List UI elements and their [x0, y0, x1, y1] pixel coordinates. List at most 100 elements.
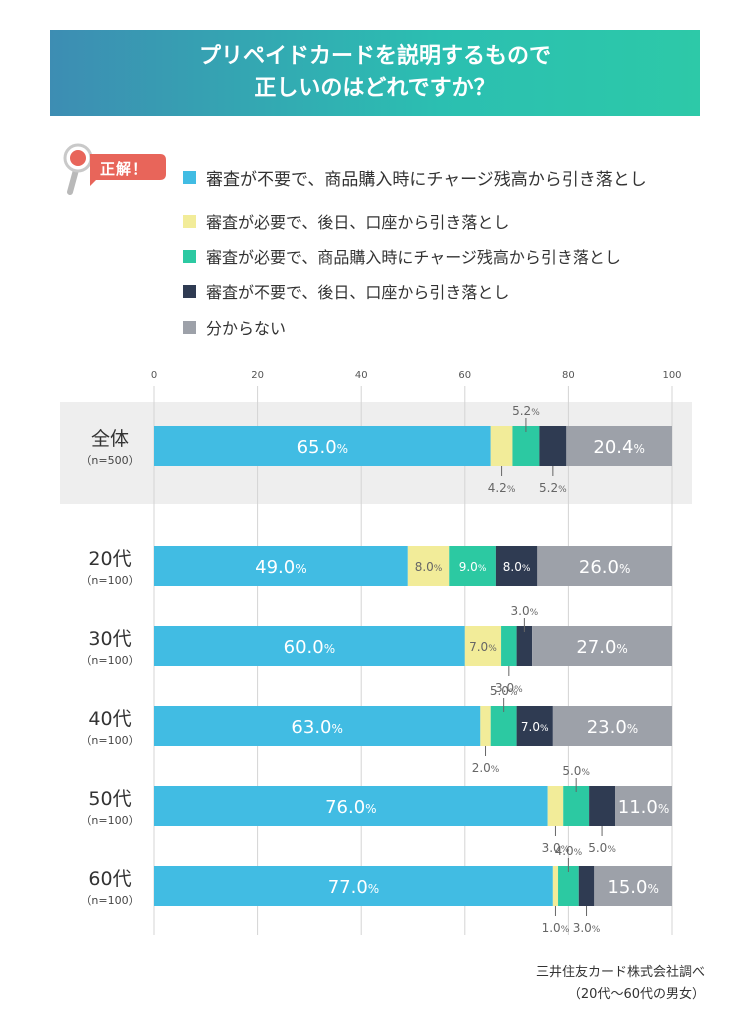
- bar-segment: [537, 546, 672, 586]
- legend-label-2: 審査が必要で、後日、口座から引き落とし: [206, 213, 510, 232]
- category-sublabel: （n=100）: [80, 574, 139, 587]
- category-sublabel: （n=100）: [80, 654, 139, 667]
- correct-answer-badge: 正解！: [60, 142, 170, 198]
- bar-segment: [154, 706, 481, 746]
- legend-label-3: 審査が必要で、商品購入時にチャージ残高から引き落とし: [206, 248, 621, 267]
- legend-label-1: 審査が不要で、商品購入時にチャージ残高から引き落とし: [206, 170, 647, 190]
- bar-segment: [552, 706, 672, 746]
- category-sublabel: （n=500）: [80, 454, 139, 467]
- category-sublabel: （n=100）: [80, 734, 139, 747]
- bar-segment: [501, 626, 517, 666]
- bar-segment: [512, 426, 540, 466]
- bar-segment: [480, 706, 491, 746]
- legend-swatch-1: [183, 171, 196, 184]
- bar-segment: [589, 786, 616, 826]
- source-line-2: （20代〜60代の男女）: [567, 987, 705, 1002]
- legend-swatch-4: [183, 284, 196, 298]
- legend-item-3: 審査が必要で、商品購入時にチャージ残高から引き落とし: [183, 244, 621, 268]
- data-label: 1.0%: [542, 921, 570, 935]
- category-label: 30代: [88, 628, 131, 650]
- source-note: 三井住友カード株式会社調べ （20代〜60代の男女）: [536, 962, 705, 1006]
- data-label: 3.0%: [573, 921, 601, 935]
- bar-segment: [154, 626, 465, 666]
- category-sublabel: （n=100）: [80, 814, 139, 827]
- data-label: 26.0%: [579, 557, 630, 578]
- category-label: 50代: [88, 788, 131, 810]
- badge-bubble: [90, 154, 166, 186]
- bar-segment: [558, 866, 579, 906]
- legend-item-1: 審査が不要で、商品購入時にチャージ残高から引き落とし: [183, 165, 647, 190]
- legend-swatch-5: [183, 320, 196, 334]
- category-label: 20代: [88, 548, 131, 570]
- data-label: 8.0%: [415, 560, 443, 574]
- data-label: 3.0%: [511, 604, 539, 618]
- category-sublabel: （n=100）: [80, 894, 139, 907]
- data-label: 3.0%: [542, 841, 570, 855]
- data-label: 11.0%: [618, 797, 669, 818]
- data-label: 8.0%: [503, 560, 531, 574]
- data-label: 5.0%: [490, 684, 518, 698]
- source-line-1: 三井住友カード株式会社調べ: [535, 965, 705, 980]
- stacked-bar-chart: 0 20 40 60 80 100 全体 （n=500） 65.0% 4.2% 5.2% 5.2% 20…: [60, 370, 692, 935]
- data-label: 4.2%: [488, 481, 516, 495]
- bar-segment: [552, 866, 559, 906]
- bar-segment: [464, 626, 502, 666]
- legend-swatch-2: [183, 214, 196, 228]
- bar-segment: [407, 546, 450, 586]
- data-label: 15.0%: [607, 877, 658, 898]
- x-tick-label: 80: [562, 370, 575, 381]
- x-tick-label: 60: [458, 370, 471, 381]
- x-tick-label: 0: [151, 370, 157, 381]
- legend-label-5: 分からない: [206, 319, 287, 338]
- magnifier-icon: [63, 143, 166, 195]
- bar-segment: [490, 426, 513, 466]
- data-label: 5.2%: [539, 481, 567, 495]
- data-label: 77.0%: [328, 877, 379, 898]
- bar-segment: [578, 866, 595, 906]
- data-label: 2.0%: [472, 761, 500, 775]
- bar-segment: [563, 786, 590, 826]
- category-label: 40代: [88, 708, 131, 730]
- data-label: 20.4%: [593, 437, 644, 458]
- bar-segment: [495, 546, 538, 586]
- data-label: 3.0%: [495, 681, 523, 695]
- data-label: 60.0%: [284, 637, 335, 658]
- bar-segment: [449, 546, 496, 586]
- bar-segment: [516, 706, 553, 746]
- data-label: 5.0%: [588, 841, 616, 855]
- bar-segment: [615, 786, 672, 826]
- data-label: 27.0%: [576, 637, 627, 658]
- bar-segment: [154, 866, 553, 906]
- bar-segment: [154, 426, 491, 466]
- legend-label-4: 審査が不要で、後日、口座から引き落とし: [206, 283, 510, 302]
- data-label: 76.0%: [325, 797, 376, 818]
- data-label: 23.0%: [587, 717, 638, 738]
- legend-swatch-3: [183, 249, 196, 263]
- data-label: 5.2%: [512, 404, 540, 418]
- bar-segment: [516, 626, 533, 666]
- legend-item-5: 分からない: [183, 315, 286, 339]
- legend-item-4: 審査が不要で、後日、口座から引き落とし: [183, 279, 509, 303]
- category-label: 全体: [91, 428, 129, 450]
- bar-segment: [566, 426, 672, 466]
- title-line-2: 正しいのはどれですか？: [254, 76, 496, 101]
- bar-segment: [490, 706, 517, 746]
- data-label: 7.0%: [521, 720, 549, 734]
- correct-label: 正解！: [100, 160, 149, 178]
- data-label: 5.0%: [562, 764, 590, 778]
- bar-segment: [154, 786, 548, 826]
- bar-segment: [547, 786, 564, 826]
- bar-segment: [532, 626, 672, 666]
- title-banner: プリペイドカードを説明するもので 正しいのはどれですか？: [50, 30, 700, 116]
- data-label: 9.0%: [459, 560, 487, 574]
- data-label: 7.0%: [469, 640, 497, 654]
- bar-segment: [594, 866, 672, 906]
- data-label: 4.0%: [555, 844, 583, 858]
- bar-segment: [154, 546, 408, 586]
- x-tick-label: 20: [251, 370, 264, 381]
- category-label: 60代: [88, 868, 131, 890]
- legend-item-2: 審査が必要で、後日、口座から引き落とし: [183, 209, 509, 233]
- bar-segment: [539, 426, 567, 466]
- x-tick-label: 100: [662, 370, 681, 381]
- x-tick-label: 40: [355, 370, 368, 381]
